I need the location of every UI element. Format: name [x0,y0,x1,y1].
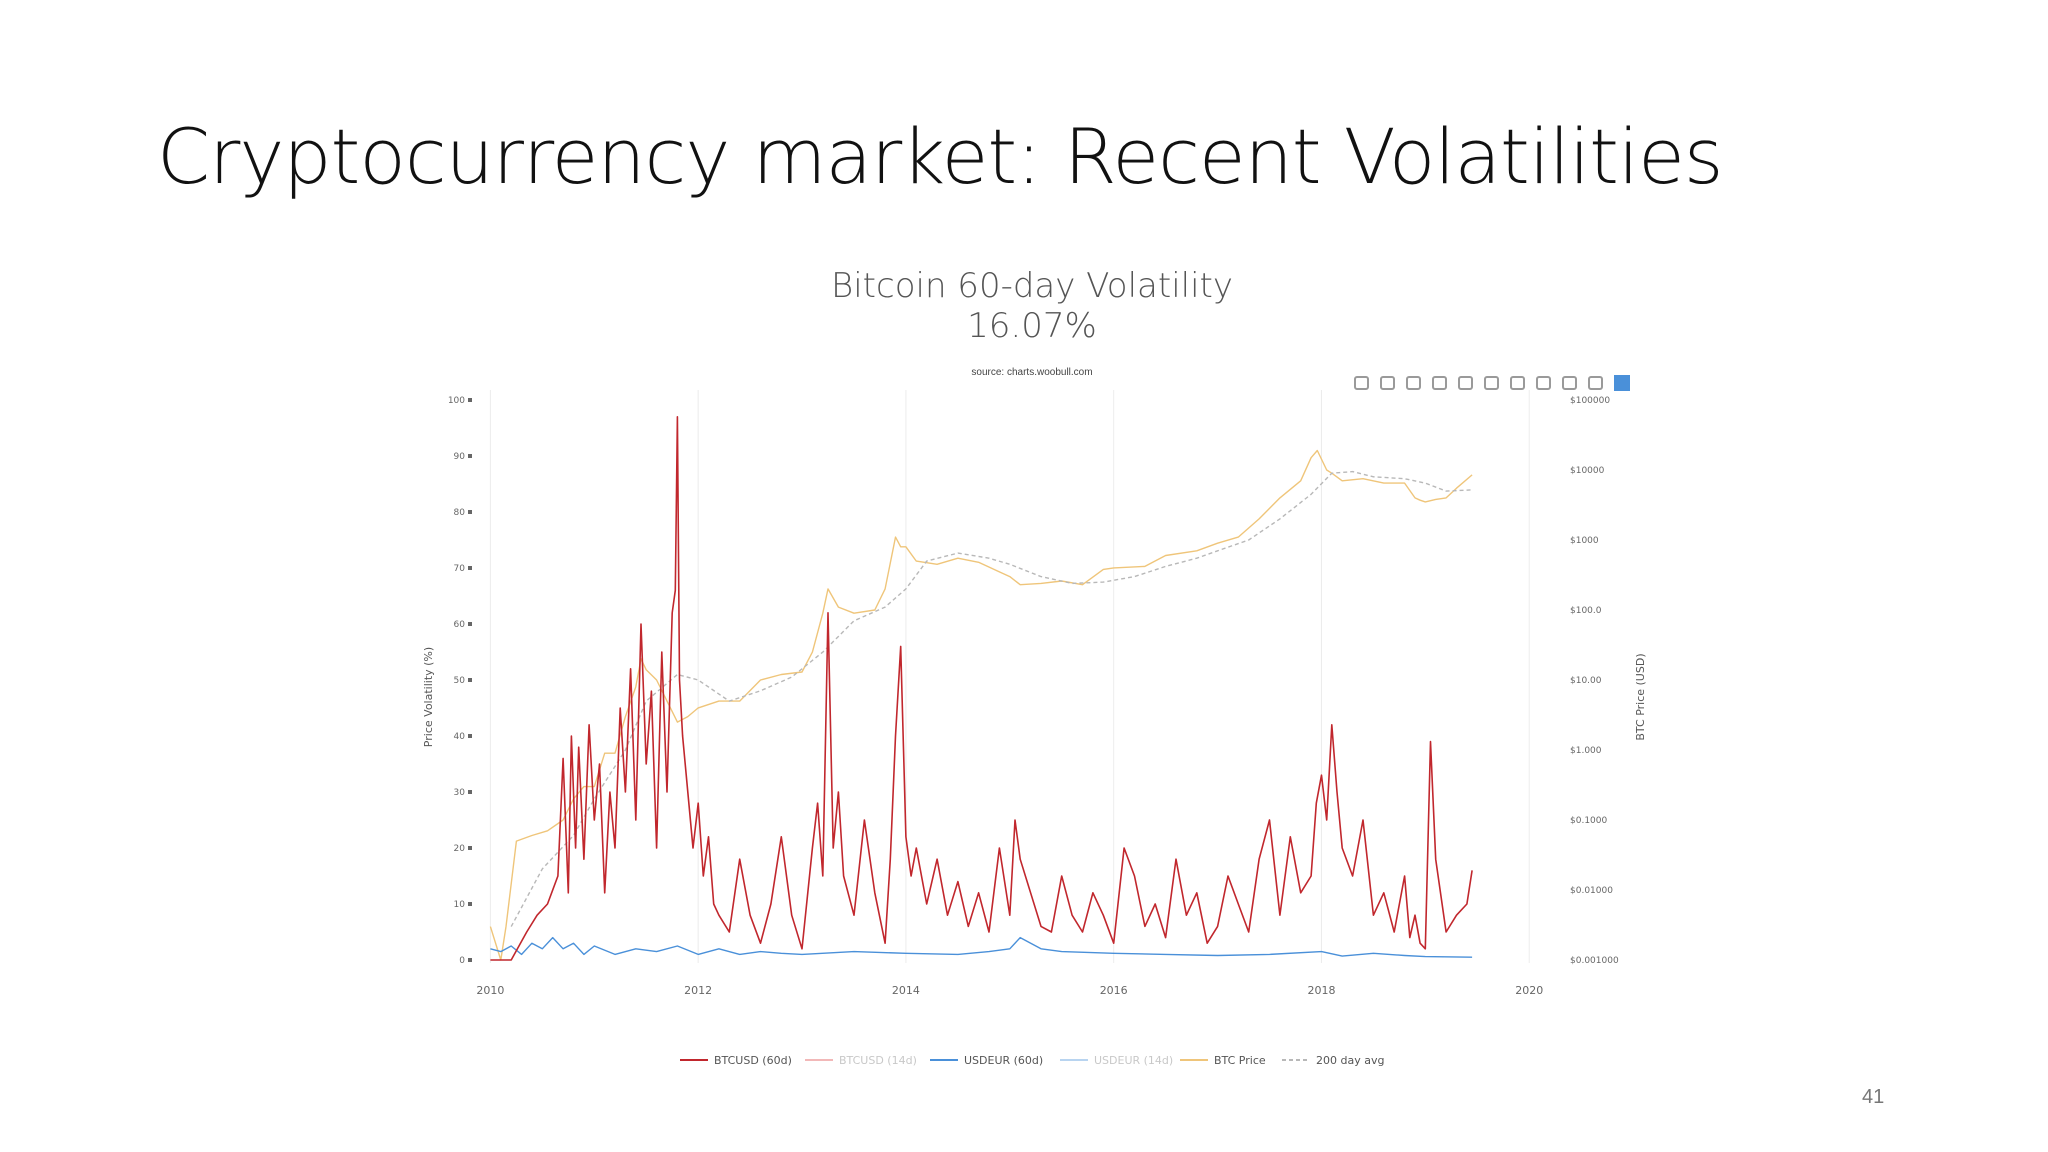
chart-title: Bitcoin 60-day Volatility [831,266,1233,306]
chart-legend: BTCUSD (60d) BTCUSD (14d) USDEUR (60d) USDE… [680,1054,1384,1067]
legend-label: BTCUSD (14d) [839,1054,917,1067]
plotly-logo-box [1614,375,1630,391]
y-tick-marker [468,398,472,402]
legend-label: 200 day avg [1316,1054,1384,1067]
autoscale-icon [1484,376,1499,390]
toolbar-icon-shape [1484,376,1499,390]
x-tick-label: 2010 [476,984,504,997]
x-tick-label: 2020 [1515,984,1543,997]
y-tick-marker [468,566,472,570]
volatility-chart: Bitcoin 60-day Volatility 16.07% source:… [422,266,1647,1067]
grid-lines [489,390,1530,963]
toolbar-icon-shape [1562,376,1577,390]
y2-tick-label: $100.0 [1570,606,1602,616]
y2-tick-label: $0.01000 [1570,886,1613,896]
y-tick-marker [468,902,472,906]
y2-tick-label: $0.001000 [1570,956,1619,966]
zoom-out-icon [1458,376,1473,390]
legend-label: USDEUR (14d) [1094,1054,1173,1067]
y-tick-label: 20 [454,844,466,854]
y-tick-label: 40 [454,732,466,742]
y-tick-marker [468,622,472,626]
y2-tick-label: $10.00 [1570,676,1602,686]
y-tick-marker [468,454,472,458]
y-tick-label: 90 [454,452,466,462]
spike-lines-icon [1536,376,1551,390]
zoom-icon [1380,376,1395,390]
zoom-in-icon [1432,376,1447,390]
legend-label: USDEUR (60d) [964,1054,1043,1067]
chart-card: Bitcoin 60-day Volatility 16.07% source:… [420,265,1675,1152]
chart-source: source: charts.woobull.com [971,367,1092,378]
page-number: 41 [1862,1086,1885,1108]
plotly-logo-icon [1614,375,1630,391]
series-btc-price-line [489,449,1473,961]
toolbar-icon-shape [1588,376,1603,390]
camera-icon [1354,376,1369,390]
series-usdeur-60d-line [490,936,1473,958]
toolbar-icon-shape [1536,376,1551,390]
x-tick-label: 2014 [892,984,920,997]
series-200-day-avg-line [510,470,1473,927]
y2-tick-label: $1.000 [1570,746,1602,756]
chart-subtitle: 16.07% [967,306,1097,346]
x-tick-label: 2016 [1100,984,1128,997]
toolbar-icon-shape [1354,376,1369,390]
toolbar-icon-shape [1432,376,1447,390]
legend-label: BTC Price [1214,1054,1266,1067]
y2-axis-title: BTC Price (USD) [1634,653,1647,740]
y-tick-label: 10 [454,900,466,910]
y-tick-label: 30 [454,788,466,798]
toolbar-icon-shape [1380,376,1395,390]
series-btcusd-60d-line [490,416,1473,961]
y-tick-marker [468,958,472,962]
y-axis-ticks: 0 10 20 30 40 50 60 70 80 90 100 [448,396,472,966]
y-tick-label: 80 [454,508,466,518]
hover-compare-icon [1588,376,1603,390]
y-tick-marker [468,846,472,850]
y-tick-label: 100 [448,396,465,406]
toolbar-icon-shape [1406,376,1421,390]
x-axis-ticks: 2010 2012 2014 2016 2018 2020 [476,984,1543,997]
home-icon [1510,376,1525,390]
y-tick-label: 0 [459,956,465,966]
y-tick-marker [468,678,472,682]
legend-label: BTCUSD (60d) [714,1054,792,1067]
toolbar-icon-shape [1458,376,1473,390]
slide-title: Cryptocurrency market: Recent Volatiliti… [157,112,1723,201]
y-tick-label: 60 [454,620,466,630]
y2-tick-label: $1000 [1570,536,1599,546]
toolbar-icon-shape [1510,376,1525,390]
pan-icon [1406,376,1421,390]
y2-tick-label: $100000 [1570,396,1610,406]
y2-tick-label: $10000 [1570,466,1605,476]
chart-toolbar [1354,375,1630,391]
x-tick-label: 2012 [684,984,712,997]
y-tick-marker [468,510,472,514]
y2-axis-ticks: $0.001000 $0.01000 $0.1000 $1.000 $10.00 $100… [1570,396,1619,966]
y-tick-label: 70 [454,564,466,574]
series-layer [489,416,1473,961]
y-tick-marker [468,790,472,794]
y-tick-marker [468,734,472,738]
y-axis-title: Price Volatility (%) [422,647,435,747]
hover-closest-icon [1562,376,1577,390]
y2-tick-label: $0.1000 [1570,816,1607,826]
y-tick-label: 50 [454,676,466,686]
x-tick-label: 2018 [1307,984,1335,997]
